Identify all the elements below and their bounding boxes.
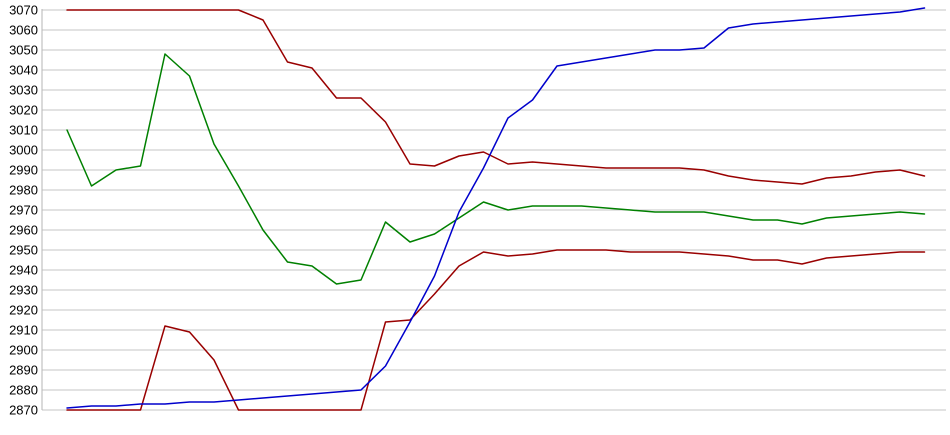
y-axis-tick-label: 3000 [9,143,38,158]
series-line-green [66,53,926,285]
y-axis-tick-label: 3010 [9,123,38,138]
y-axis-tick-label: 2870 [9,403,38,418]
series-line-dark-red-upper [66,9,926,185]
y-axis-tick-label: 2980 [9,183,38,198]
y-axis-tick-label: 3020 [9,103,38,118]
y-axis-tick-label: 3060 [9,23,38,38]
y-axis-tick-label: 2970 [9,203,38,218]
y-axis-tick-label: 2960 [9,223,38,238]
series-line-blue [66,7,926,409]
y-axis-tick-label: 3030 [9,83,38,98]
y-axis-tick-label: 3070 [9,3,38,18]
y-axis-tick-label: 2950 [9,243,38,258]
series-line-dark-red-lower [66,249,926,411]
y-axis-tick-label: 2940 [9,263,38,278]
y-axis-tick-label: 2990 [9,163,38,178]
y-axis-tick-label: 2900 [9,343,38,358]
y-axis-tick-label: 3050 [9,43,38,58]
y-axis-tick-label: 3040 [9,63,38,78]
y-axis-tick-label: 2920 [9,303,38,318]
y-axis-tick-label: 2930 [9,283,38,298]
y-axis-tick-label: 2910 [9,323,38,338]
y-axis-tick-label: 2880 [9,383,38,398]
y-axis-tick-label: 2890 [9,363,38,378]
